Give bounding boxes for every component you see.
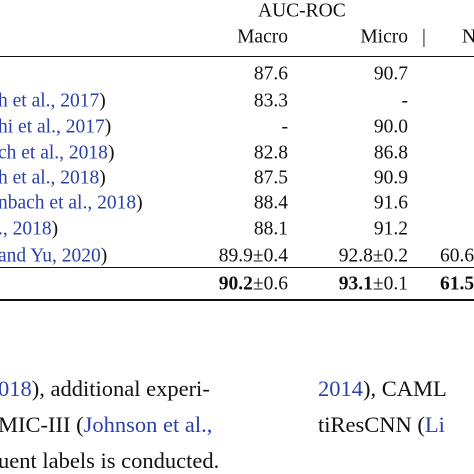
column-separator: | bbox=[422, 26, 426, 48]
paragraph-line: tiResCNN (Li bbox=[318, 411, 445, 437]
text: - bbox=[281, 116, 289, 138]
text: 83.3 bbox=[253, 90, 288, 112]
text: 87.6 bbox=[253, 63, 288, 85]
method-cell: ch et al., 2018) bbox=[0, 143, 114, 163]
text: 61.5 bbox=[440, 273, 474, 295]
citation[interactable]: h et al., 2018 bbox=[0, 167, 100, 189]
rule bbox=[0, 299, 474, 301]
text: ) bbox=[107, 142, 115, 164]
text: MIC-III ( bbox=[0, 411, 84, 437]
method-cell: h et al., 2017) bbox=[0, 91, 106, 111]
text: ), CAML bbox=[363, 375, 447, 401]
citation[interactable]: h et al., 2017 bbox=[0, 90, 100, 112]
text: ), additional experi- bbox=[31, 375, 210, 401]
citation[interactable]: 2014 bbox=[318, 375, 363, 401]
text: 86.8 bbox=[373, 142, 408, 164]
text: ±0.1 bbox=[372, 273, 408, 295]
paragraph-line: uent labels is conducted. bbox=[0, 447, 220, 473]
macro-cell: 82.8 bbox=[254, 143, 288, 163]
text: ) bbox=[99, 167, 106, 189]
text: 92.8±0.2 bbox=[338, 245, 408, 267]
text: 88.1 bbox=[253, 218, 288, 240]
macro-cell: - bbox=[282, 117, 289, 137]
column-header: N bbox=[462, 26, 474, 48]
citation[interactable]: Li bbox=[424, 411, 445, 437]
macro-cell: 89.9±0.4 bbox=[219, 246, 288, 266]
micro-cell: 90.7 bbox=[374, 64, 408, 84]
macro-cell: 87.6 bbox=[254, 64, 288, 84]
citation[interactable]: and Yu, 2020 bbox=[0, 245, 101, 267]
text: ±0.6 bbox=[252, 273, 288, 295]
macro-cell: 88.4 bbox=[254, 193, 288, 213]
micro-cell: 93.1±0.1 bbox=[339, 274, 408, 294]
column-header: Micro bbox=[360, 26, 408, 48]
method-cell: and Yu, 2020) bbox=[0, 246, 107, 266]
paragraph-line: 2014), CAML bbox=[318, 375, 447, 401]
text: ) bbox=[51, 218, 59, 240]
text: uent labels is conducted. bbox=[0, 447, 220, 473]
text: 88.4 bbox=[253, 192, 288, 214]
text: ) bbox=[99, 90, 106, 112]
text: 90.9 bbox=[373, 167, 408, 189]
micro-cell: 92.8±0.2 bbox=[339, 246, 408, 266]
text: tiResCNN ( bbox=[318, 411, 425, 437]
micro-cell: 91.2 bbox=[374, 219, 408, 239]
citation[interactable]: ., 2018 bbox=[0, 218, 52, 240]
text: 90.0 bbox=[373, 116, 408, 138]
micro-cell: - bbox=[402, 91, 409, 111]
paragraph-line: 018), additional experi- bbox=[0, 375, 210, 401]
column-header: Macro bbox=[237, 26, 288, 48]
citation[interactable]: ch et al., 2018 bbox=[0, 142, 108, 164]
macro-cell: 87.5 bbox=[254, 168, 288, 188]
rule bbox=[0, 267, 474, 268]
method-cell: ., 2018) bbox=[0, 219, 58, 239]
text: ) bbox=[136, 192, 143, 214]
text: 93.1 bbox=[338, 273, 373, 295]
micro-cell: 90.9 bbox=[374, 168, 408, 188]
citation[interactable]: Johnson et al., bbox=[83, 411, 213, 437]
rule bbox=[0, 56, 474, 57]
method-cell: h et al., 2018) bbox=[0, 168, 106, 188]
method-cell: hi et al., 2017) bbox=[0, 117, 111, 137]
method-cell: nbach et al., 2018) bbox=[0, 193, 143, 213]
text: ) bbox=[100, 245, 108, 267]
text: 90.7 bbox=[373, 63, 408, 85]
group-header: AUC-ROC bbox=[258, 0, 346, 22]
micro-cell: 91.6 bbox=[374, 193, 408, 213]
n-cell: 60.6 bbox=[440, 246, 474, 266]
micro-cell: 90.0 bbox=[374, 117, 408, 137]
paragraph-line: MIC-III (Johnson et al., bbox=[0, 411, 213, 437]
text: 91.6 bbox=[373, 192, 408, 214]
micro-cell: 86.8 bbox=[374, 143, 408, 163]
text: 89.9±0.4 bbox=[218, 245, 288, 267]
text: - bbox=[401, 90, 409, 112]
text: 60.6 bbox=[440, 245, 474, 267]
citation[interactable]: nbach et al., 2018 bbox=[0, 192, 137, 214]
text: 82.8 bbox=[253, 142, 288, 164]
text: 91.2 bbox=[373, 218, 408, 240]
macro-cell: 90.2±0.6 bbox=[219, 274, 288, 294]
macro-cell: 88.1 bbox=[254, 219, 288, 239]
text: 90.2 bbox=[218, 273, 253, 295]
citation[interactable]: hi et al., 2017 bbox=[0, 116, 105, 138]
n-cell: 61.5 bbox=[440, 274, 474, 294]
citation[interactable]: 018 bbox=[0, 375, 32, 401]
text: 87.5 bbox=[253, 167, 288, 189]
macro-cell: 83.3 bbox=[254, 91, 288, 111]
text: ) bbox=[104, 116, 112, 138]
